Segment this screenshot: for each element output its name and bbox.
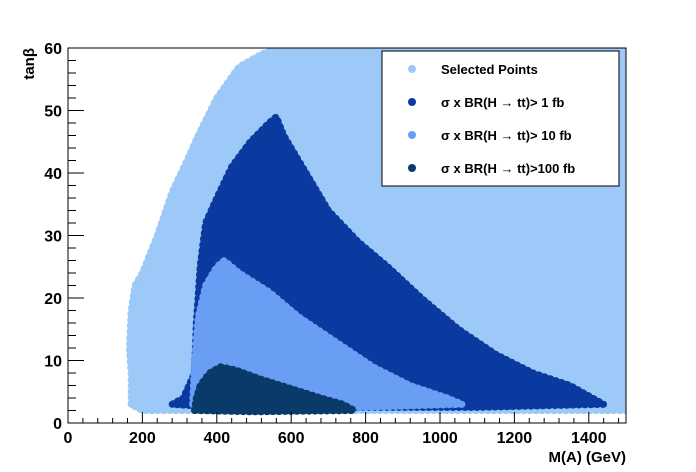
legend-marker-3 <box>408 131 416 139</box>
y-axis: 0 10 20 30 40 50 60 <box>44 41 84 433</box>
legend-marker-1 <box>408 65 416 73</box>
legend-box <box>381 50 620 187</box>
y-tick-label: 40 <box>44 166 62 183</box>
x-tick-label: 1400 <box>571 430 607 447</box>
legend-marker-2 <box>408 98 416 106</box>
x-tick-label: 400 <box>203 430 230 447</box>
x-tick-label: 200 <box>129 430 156 447</box>
legend-label-1: Selected Points <box>441 62 538 77</box>
x-tick-label: 600 <box>278 430 305 447</box>
legend-label-2: σ x BR(H → tt)> 1 fb <box>441 95 564 110</box>
x-axis-title: M(A) (GeV) <box>549 449 627 466</box>
x-tick-label: 1000 <box>422 430 458 447</box>
x-tick-label: 1200 <box>497 430 533 447</box>
legend: Selected Points σ x BR(H → tt)> 1 fb σ x B… <box>381 50 620 187</box>
x-tick-label: 800 <box>352 430 379 447</box>
y-tick-label: 0 <box>53 416 62 433</box>
y-tick-label: 10 <box>44 354 62 371</box>
y-axis-title: tanβ <box>21 48 38 80</box>
x-tick-label: 0 <box>64 430 73 447</box>
y-tick-label: 20 <box>44 291 62 308</box>
y-tick-label: 50 <box>44 104 62 121</box>
y-tick-label: 30 <box>44 229 62 246</box>
series-fill-3 <box>192 260 463 408</box>
y-tick-label: 60 <box>44 41 62 58</box>
x-axis: 0 200 400 600 800 1000 1200 1400 <box>64 412 620 447</box>
legend-marker-4 <box>408 164 416 172</box>
legend-label-3: σ x BR(H → tt)> 10 fb <box>441 128 572 143</box>
legend-label-4: σ x BR(H → tt)>100 fb <box>441 161 575 176</box>
series-fill-4 <box>194 366 355 412</box>
